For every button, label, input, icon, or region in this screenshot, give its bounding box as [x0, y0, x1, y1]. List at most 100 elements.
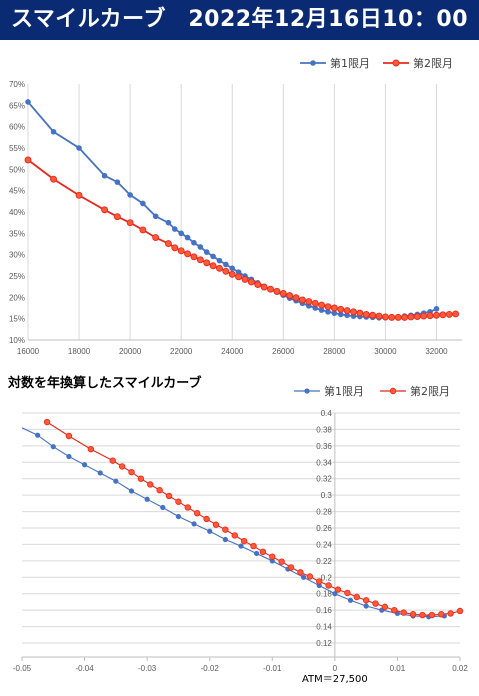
series2-point — [286, 292, 294, 300]
series1-point — [178, 230, 184, 237]
series2-point — [452, 310, 460, 318]
y-tick-label: 0.26 — [316, 524, 332, 533]
series2-point — [222, 526, 229, 533]
series1-point — [165, 219, 172, 226]
y-tick-label: 0.24 — [316, 540, 332, 549]
y-tick-label: 0.22 — [316, 557, 332, 566]
series1-point — [101, 172, 108, 179]
title-banner — [0, 0, 479, 40]
series1-point — [312, 305, 319, 311]
series2-point — [318, 301, 326, 309]
atm-annotation: ATM＝27,500 — [302, 674, 368, 685]
y-tick-label: 0.28 — [316, 508, 332, 517]
series2-point — [177, 247, 185, 255]
series2-point — [279, 290, 287, 297]
series2-point — [292, 294, 300, 302]
y-tick-label: 0.36 — [316, 442, 332, 451]
series1-point — [254, 550, 260, 557]
x-tick-label: -0.04 — [75, 664, 94, 673]
series2-point — [184, 504, 192, 511]
x-tick-label: 0.01 — [390, 664, 406, 673]
y-tick-label: 0.18 — [316, 590, 332, 599]
series2-point — [193, 510, 201, 517]
series2-point — [216, 264, 223, 272]
series2-point — [409, 611, 417, 618]
legend-label-1: 第1限月 — [330, 56, 370, 70]
series2-point — [190, 253, 198, 261]
series-line-1 — [21, 427, 445, 618]
series2-point — [113, 213, 121, 221]
y-tick-label: 10% — [9, 336, 25, 345]
y-tick-label: 0.2 — [321, 573, 333, 582]
x-tick-label: 0 — [333, 664, 338, 673]
series1-point — [238, 543, 244, 549]
series2-point — [362, 597, 370, 604]
y-tick-label: 15% — [9, 315, 25, 324]
series1-point — [191, 521, 197, 527]
x-tick-label: 24000 — [221, 347, 244, 356]
series2-point — [269, 553, 276, 560]
series2-point — [87, 445, 95, 453]
series2-point — [325, 582, 332, 589]
series2-point — [273, 287, 281, 295]
series1-point — [191, 239, 197, 246]
y-tick-label: 60% — [9, 123, 25, 132]
series2-point — [297, 569, 304, 576]
series2-point — [330, 304, 338, 312]
series1-point — [300, 574, 307, 580]
series1-point — [325, 309, 331, 315]
series2-point — [147, 481, 154, 488]
series1-point — [344, 312, 350, 319]
series2-point — [250, 542, 257, 550]
series2-point — [171, 244, 179, 252]
series1-point — [76, 145, 82, 151]
series2-point — [43, 418, 51, 426]
series1-point — [207, 528, 213, 534]
series2-point — [209, 262, 217, 270]
y-tick-label: 0.14 — [316, 623, 332, 632]
series1-point — [66, 453, 72, 460]
series2-point — [254, 281, 262, 288]
series2-point — [109, 457, 116, 464]
series2-point — [126, 219, 134, 227]
series1-point — [203, 249, 210, 255]
legend-marker-1 — [304, 388, 310, 394]
series2-point — [350, 308, 357, 316]
series1-point — [347, 597, 354, 603]
series2-point — [375, 312, 383, 320]
legend-label-1: 第1限月 — [324, 384, 364, 398]
series2-point — [372, 600, 379, 607]
series1-point — [223, 261, 229, 268]
legend-label-2: 第2限月 — [413, 56, 453, 70]
series2-point — [306, 573, 314, 580]
series1-point — [160, 504, 166, 511]
series2-point — [240, 537, 248, 545]
series2-point — [118, 463, 126, 470]
series1-point — [235, 269, 242, 275]
series2-point — [447, 610, 454, 617]
series2-point — [241, 275, 249, 283]
series1-point — [175, 513, 182, 520]
series2-point — [337, 305, 345, 313]
y-tick-label: 55% — [9, 144, 25, 153]
series1-point — [222, 536, 228, 543]
series1-point — [216, 257, 223, 264]
series2-point — [235, 273, 243, 281]
x-tick-label: 28000 — [323, 347, 346, 356]
series1-point — [210, 253, 216, 260]
series2-point — [259, 548, 267, 556]
y-tick-label: 0.3 — [321, 491, 333, 500]
x-tick-label: 18000 — [68, 347, 91, 356]
series1-point — [229, 265, 236, 272]
series1-point — [144, 496, 150, 502]
series1-point — [50, 444, 56, 450]
series2-point — [305, 298, 313, 306]
series1-point — [318, 307, 325, 313]
y-tick-label: 25% — [9, 272, 25, 281]
x-tick-label: 26000 — [272, 347, 295, 356]
y-tick-label: 0.34 — [316, 458, 332, 467]
series2-point — [400, 609, 407, 616]
series2-point — [152, 234, 160, 242]
x-tick-label: 16000 — [17, 347, 40, 356]
